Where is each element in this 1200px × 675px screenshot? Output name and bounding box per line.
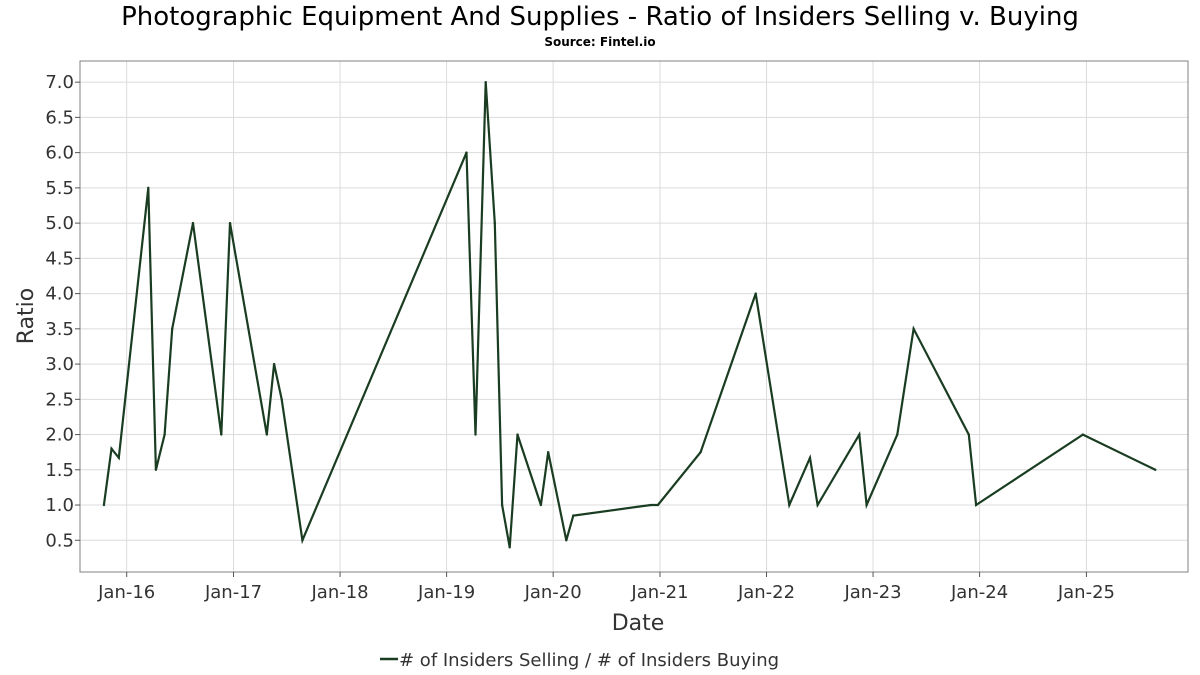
y-tick-label: 5.5 xyxy=(45,178,74,199)
y-tick-label: 6.0 xyxy=(45,143,74,164)
y-tick-label: 3.0 xyxy=(45,354,74,375)
y-tick-label: 3.5 xyxy=(45,319,74,340)
x-tick-label: Jan-20 xyxy=(524,582,582,603)
data-point xyxy=(516,433,519,436)
data-point xyxy=(865,503,868,507)
y-tick-label: 1.0 xyxy=(45,495,74,516)
legend: # of Insiders Selling / # of Insiders Bu… xyxy=(380,650,779,671)
y-tick-label: 4.0 xyxy=(45,284,74,305)
x-axis-title: Date xyxy=(612,611,665,636)
data-point xyxy=(1081,433,1085,436)
y-tick-label: 2.0 xyxy=(45,425,74,446)
x-tick-label: Jan-22 xyxy=(737,582,795,603)
data-point xyxy=(272,362,276,366)
x-tick-label: Jan-21 xyxy=(630,582,688,603)
x-tick-label: Jan-17 xyxy=(204,582,262,603)
data-point xyxy=(649,503,653,507)
data-point xyxy=(220,433,223,436)
data-point xyxy=(754,292,757,295)
data-point xyxy=(788,503,791,507)
data-point xyxy=(163,433,166,436)
chart-subtitle: Source: Fintel.io xyxy=(544,35,656,49)
data-point xyxy=(858,433,861,436)
series-line xyxy=(102,82,1156,548)
data-point xyxy=(572,514,575,517)
data-point xyxy=(565,539,568,542)
data-point xyxy=(280,398,283,401)
y-tick-label: 4.5 xyxy=(45,248,74,269)
data-point xyxy=(228,221,232,225)
x-tick-label: Jan-18 xyxy=(310,582,368,603)
data-point xyxy=(539,503,543,507)
data-point xyxy=(465,151,468,154)
y-axis: 0.5 1.0 1.5 2.0 2.5 3.0 3.5 4.0 4.5 5.0 5.5 6.0 6.5 7… xyxy=(45,72,80,551)
data-point xyxy=(484,80,487,84)
data-point xyxy=(508,546,511,549)
data-point xyxy=(656,503,660,507)
data-point xyxy=(301,539,304,542)
y-tick-label: 1.5 xyxy=(45,460,74,481)
data-point xyxy=(493,221,496,225)
data-point xyxy=(699,450,702,454)
data-point xyxy=(154,468,158,471)
data-point xyxy=(147,186,150,190)
series-group xyxy=(102,80,1157,549)
y-tick-label: 6.5 xyxy=(45,107,74,128)
data-point xyxy=(117,456,121,460)
x-tick-label: Jan-24 xyxy=(950,582,1008,603)
data-point xyxy=(974,503,978,507)
data-point xyxy=(265,433,269,436)
y-tick-label: 5.0 xyxy=(45,213,74,234)
data-point xyxy=(546,450,550,454)
x-tick-label: Jan-19 xyxy=(417,582,475,603)
x-axis: Jan-16 Jan-17 Jan-18 Jan-19 Jan-20 Jan-21 Jan-… xyxy=(97,572,1115,603)
x-tick-label: Jan-16 xyxy=(97,582,155,603)
data-point xyxy=(808,456,812,460)
y-tick-label: 2.5 xyxy=(45,389,74,410)
data-point xyxy=(102,503,106,507)
data-point xyxy=(171,327,174,331)
y-axis-title: Ratio xyxy=(14,288,39,344)
data-point xyxy=(500,503,504,507)
data-point xyxy=(896,433,899,436)
y-tick-label: 7.0 xyxy=(45,72,74,93)
data-point xyxy=(191,221,195,225)
x-tick-label: Jan-23 xyxy=(843,582,901,603)
chart-title: Photographic Equipment And Supplies - Ra… xyxy=(121,2,1079,32)
data-point xyxy=(1154,468,1157,471)
data-point xyxy=(816,503,819,507)
y-tick-label: 0.5 xyxy=(45,530,74,551)
data-point xyxy=(967,433,970,436)
data-point xyxy=(912,327,915,331)
data-point xyxy=(474,433,477,436)
data-point xyxy=(110,447,113,450)
grid xyxy=(80,61,1188,572)
plot-frame xyxy=(79,60,1189,573)
x-tick-label: Jan-25 xyxy=(1057,582,1115,603)
legend-label: # of Insiders Selling / # of Insiders Bu… xyxy=(399,650,779,671)
